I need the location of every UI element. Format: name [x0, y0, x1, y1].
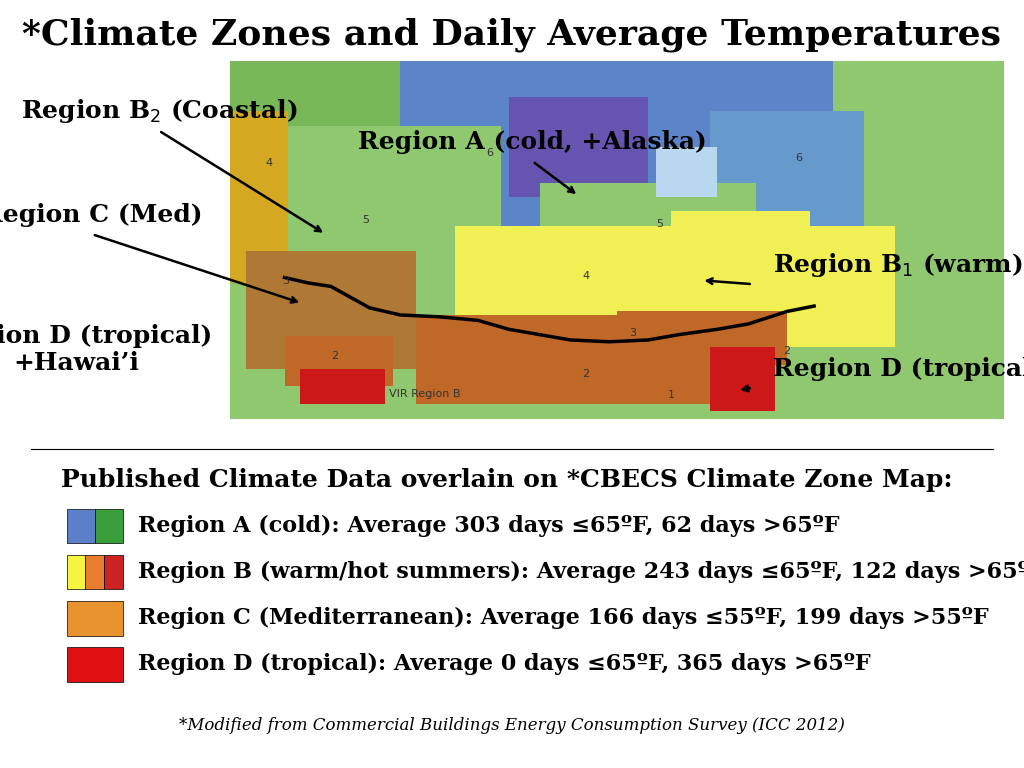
Text: Region C (Mediterranean): Average 166 days ≤55ºF, 199 days >55ºF: Region C (Mediterranean): Average 166 da… — [138, 607, 989, 629]
Bar — [285, 126, 501, 312]
Text: Region D (tropical)
+Hawai’i: Region D (tropical) +Hawai’i — [0, 323, 212, 376]
Bar — [710, 111, 864, 247]
Bar — [370, 61, 834, 233]
Text: Region B (warm/hot summers): Average 243 days ≤65ºF, 122 days >65ºF: Region B (warm/hot summers): Average 243… — [138, 561, 1024, 583]
Text: Region B$_{1}$ (warm): Region B$_{1}$ (warm) — [773, 251, 1023, 279]
Bar — [67, 509, 94, 544]
Text: Region C (Med): Region C (Med) — [0, 203, 203, 227]
Text: 2: 2 — [783, 346, 791, 356]
Text: 3: 3 — [283, 276, 290, 286]
Text: Region B$_{2}$ (Coastal): Region B$_{2}$ (Coastal) — [20, 98, 297, 125]
Bar — [230, 111, 289, 283]
Bar — [300, 369, 385, 404]
Bar — [85, 554, 104, 590]
Bar — [67, 554, 85, 590]
Bar — [104, 554, 123, 590]
Bar — [710, 347, 775, 412]
Bar — [230, 61, 1004, 419]
Text: *Modified from Commercial Buildings Energy Consumption Survey (ICC 2012): *Modified from Commercial Buildings Ener… — [179, 717, 845, 734]
Text: Region D (tropical): Region D (tropical) — [773, 356, 1024, 381]
Bar — [246, 250, 416, 369]
Text: 1: 1 — [668, 390, 675, 400]
Bar — [509, 97, 648, 197]
Bar — [94, 509, 123, 544]
Text: 6: 6 — [486, 147, 493, 157]
Text: 5: 5 — [656, 219, 663, 229]
Text: Published Climate Data overlain on *CBECS Climate Zone Map:: Published Climate Data overlain on *CBEC… — [61, 468, 953, 492]
Text: 2: 2 — [583, 369, 590, 379]
Bar — [616, 312, 787, 365]
Bar — [655, 147, 718, 197]
Bar — [455, 226, 895, 347]
Text: 5: 5 — [362, 215, 370, 225]
Text: *Climate Zones and Daily Average Temperatures: *Climate Zones and Daily Average Tempera… — [23, 18, 1001, 51]
Text: Region A (cold): Average 303 days ≤65ºF, 62 days >65ºF: Region A (cold): Average 303 days ≤65ºF,… — [138, 515, 840, 537]
Text: 4: 4 — [265, 158, 272, 168]
Text: 6: 6 — [796, 153, 802, 163]
Bar — [540, 183, 756, 283]
Bar — [671, 211, 810, 283]
Bar — [67, 601, 123, 636]
Bar — [285, 336, 393, 386]
Text: 4: 4 — [583, 270, 590, 281]
Text: VIR Region B: VIR Region B — [389, 389, 461, 399]
Text: 3: 3 — [629, 328, 636, 338]
Text: Region D (tropical): Average 0 days ≤65ºF, 365 days >65ºF: Region D (tropical): Average 0 days ≤65º… — [138, 654, 870, 675]
Text: Region A (cold, +Alaska): Region A (cold, +Alaska) — [358, 130, 707, 154]
Bar — [67, 647, 123, 682]
Bar — [416, 315, 772, 404]
Text: 2: 2 — [331, 351, 338, 361]
Bar — [230, 61, 400, 240]
